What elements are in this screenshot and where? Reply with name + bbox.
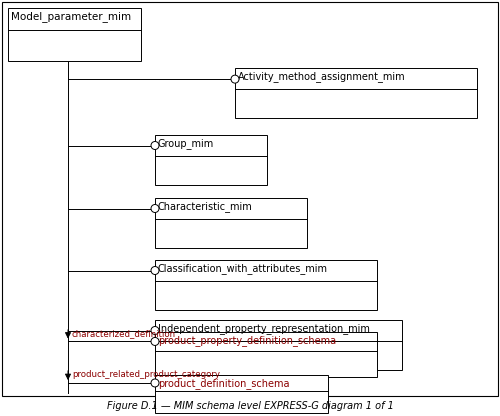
Text: Group_mim: Group_mim: [158, 138, 214, 149]
Text: product_related_product_category: product_related_product_category: [72, 370, 220, 379]
Text: Classification_with_attributes_mim: Classification_with_attributes_mim: [158, 263, 328, 274]
Text: product_property_definition_schema: product_property_definition_schema: [158, 335, 336, 346]
Text: Activity_method_assignment_mim: Activity_method_assignment_mim: [238, 71, 406, 82]
Text: Model_parameter_mim: Model_parameter_mim: [11, 11, 131, 22]
Text: Figure D.1 — MIM schema level EXPRESS-G diagram 1 of 1: Figure D.1 — MIM schema level EXPRESS-G …: [106, 401, 394, 411]
Bar: [155, 198, 307, 248]
Bar: [155, 375, 328, 413]
Circle shape: [151, 327, 159, 334]
Circle shape: [151, 267, 159, 275]
Circle shape: [151, 141, 159, 149]
Bar: [235, 68, 477, 118]
Text: characterized_definition: characterized_definition: [72, 329, 176, 338]
Text: Characteristic_mim: Characteristic_mim: [158, 201, 253, 212]
Circle shape: [151, 337, 159, 345]
Bar: [155, 260, 377, 310]
Bar: [155, 135, 267, 185]
Bar: [8, 8, 141, 61]
Text: Independent_property_representation_mim: Independent_property_representation_mim: [158, 323, 370, 334]
Circle shape: [151, 379, 159, 387]
Text: product_definition_schema: product_definition_schema: [158, 378, 290, 389]
Circle shape: [151, 205, 159, 213]
Bar: [155, 332, 377, 377]
Circle shape: [231, 75, 239, 83]
Bar: [155, 320, 402, 370]
